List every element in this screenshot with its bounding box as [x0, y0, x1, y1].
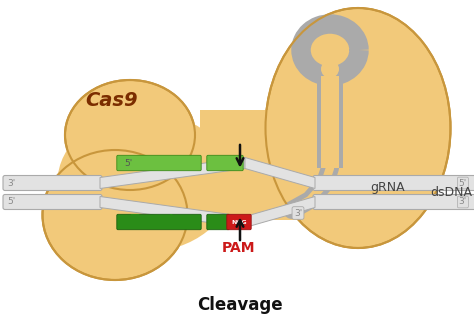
Text: 3': 3' [294, 209, 302, 217]
FancyBboxPatch shape [3, 176, 102, 191]
Polygon shape [100, 197, 245, 228]
Circle shape [321, 60, 339, 78]
FancyBboxPatch shape [313, 176, 474, 191]
FancyBboxPatch shape [313, 195, 474, 210]
Text: 5': 5' [7, 197, 15, 206]
Circle shape [316, 36, 344, 64]
Ellipse shape [265, 8, 450, 248]
FancyBboxPatch shape [227, 214, 251, 230]
Text: Cas9: Cas9 [86, 90, 138, 109]
Ellipse shape [57, 112, 233, 252]
Text: dsDNA: dsDNA [430, 185, 472, 198]
FancyBboxPatch shape [117, 155, 201, 171]
FancyBboxPatch shape [207, 214, 229, 230]
Text: Cleavage: Cleavage [197, 296, 283, 314]
Text: 5': 5' [459, 178, 467, 187]
Text: 5': 5' [124, 158, 132, 167]
Text: gRNA: gRNA [370, 182, 405, 195]
Polygon shape [200, 110, 320, 220]
FancyBboxPatch shape [3, 195, 102, 210]
Ellipse shape [43, 150, 188, 280]
Polygon shape [100, 158, 245, 189]
Bar [321, 76, 339, 168]
Polygon shape [245, 158, 315, 189]
FancyBboxPatch shape [117, 214, 201, 230]
Ellipse shape [65, 80, 195, 190]
Text: NGG: NGG [231, 219, 247, 224]
Text: Target: Target [129, 212, 174, 225]
FancyBboxPatch shape [207, 155, 243, 171]
Bar [317, 76, 343, 168]
Text: 3': 3' [7, 178, 15, 187]
Text: PAM: PAM [222, 241, 256, 255]
Text: 3': 3' [459, 197, 467, 206]
Polygon shape [245, 197, 315, 228]
